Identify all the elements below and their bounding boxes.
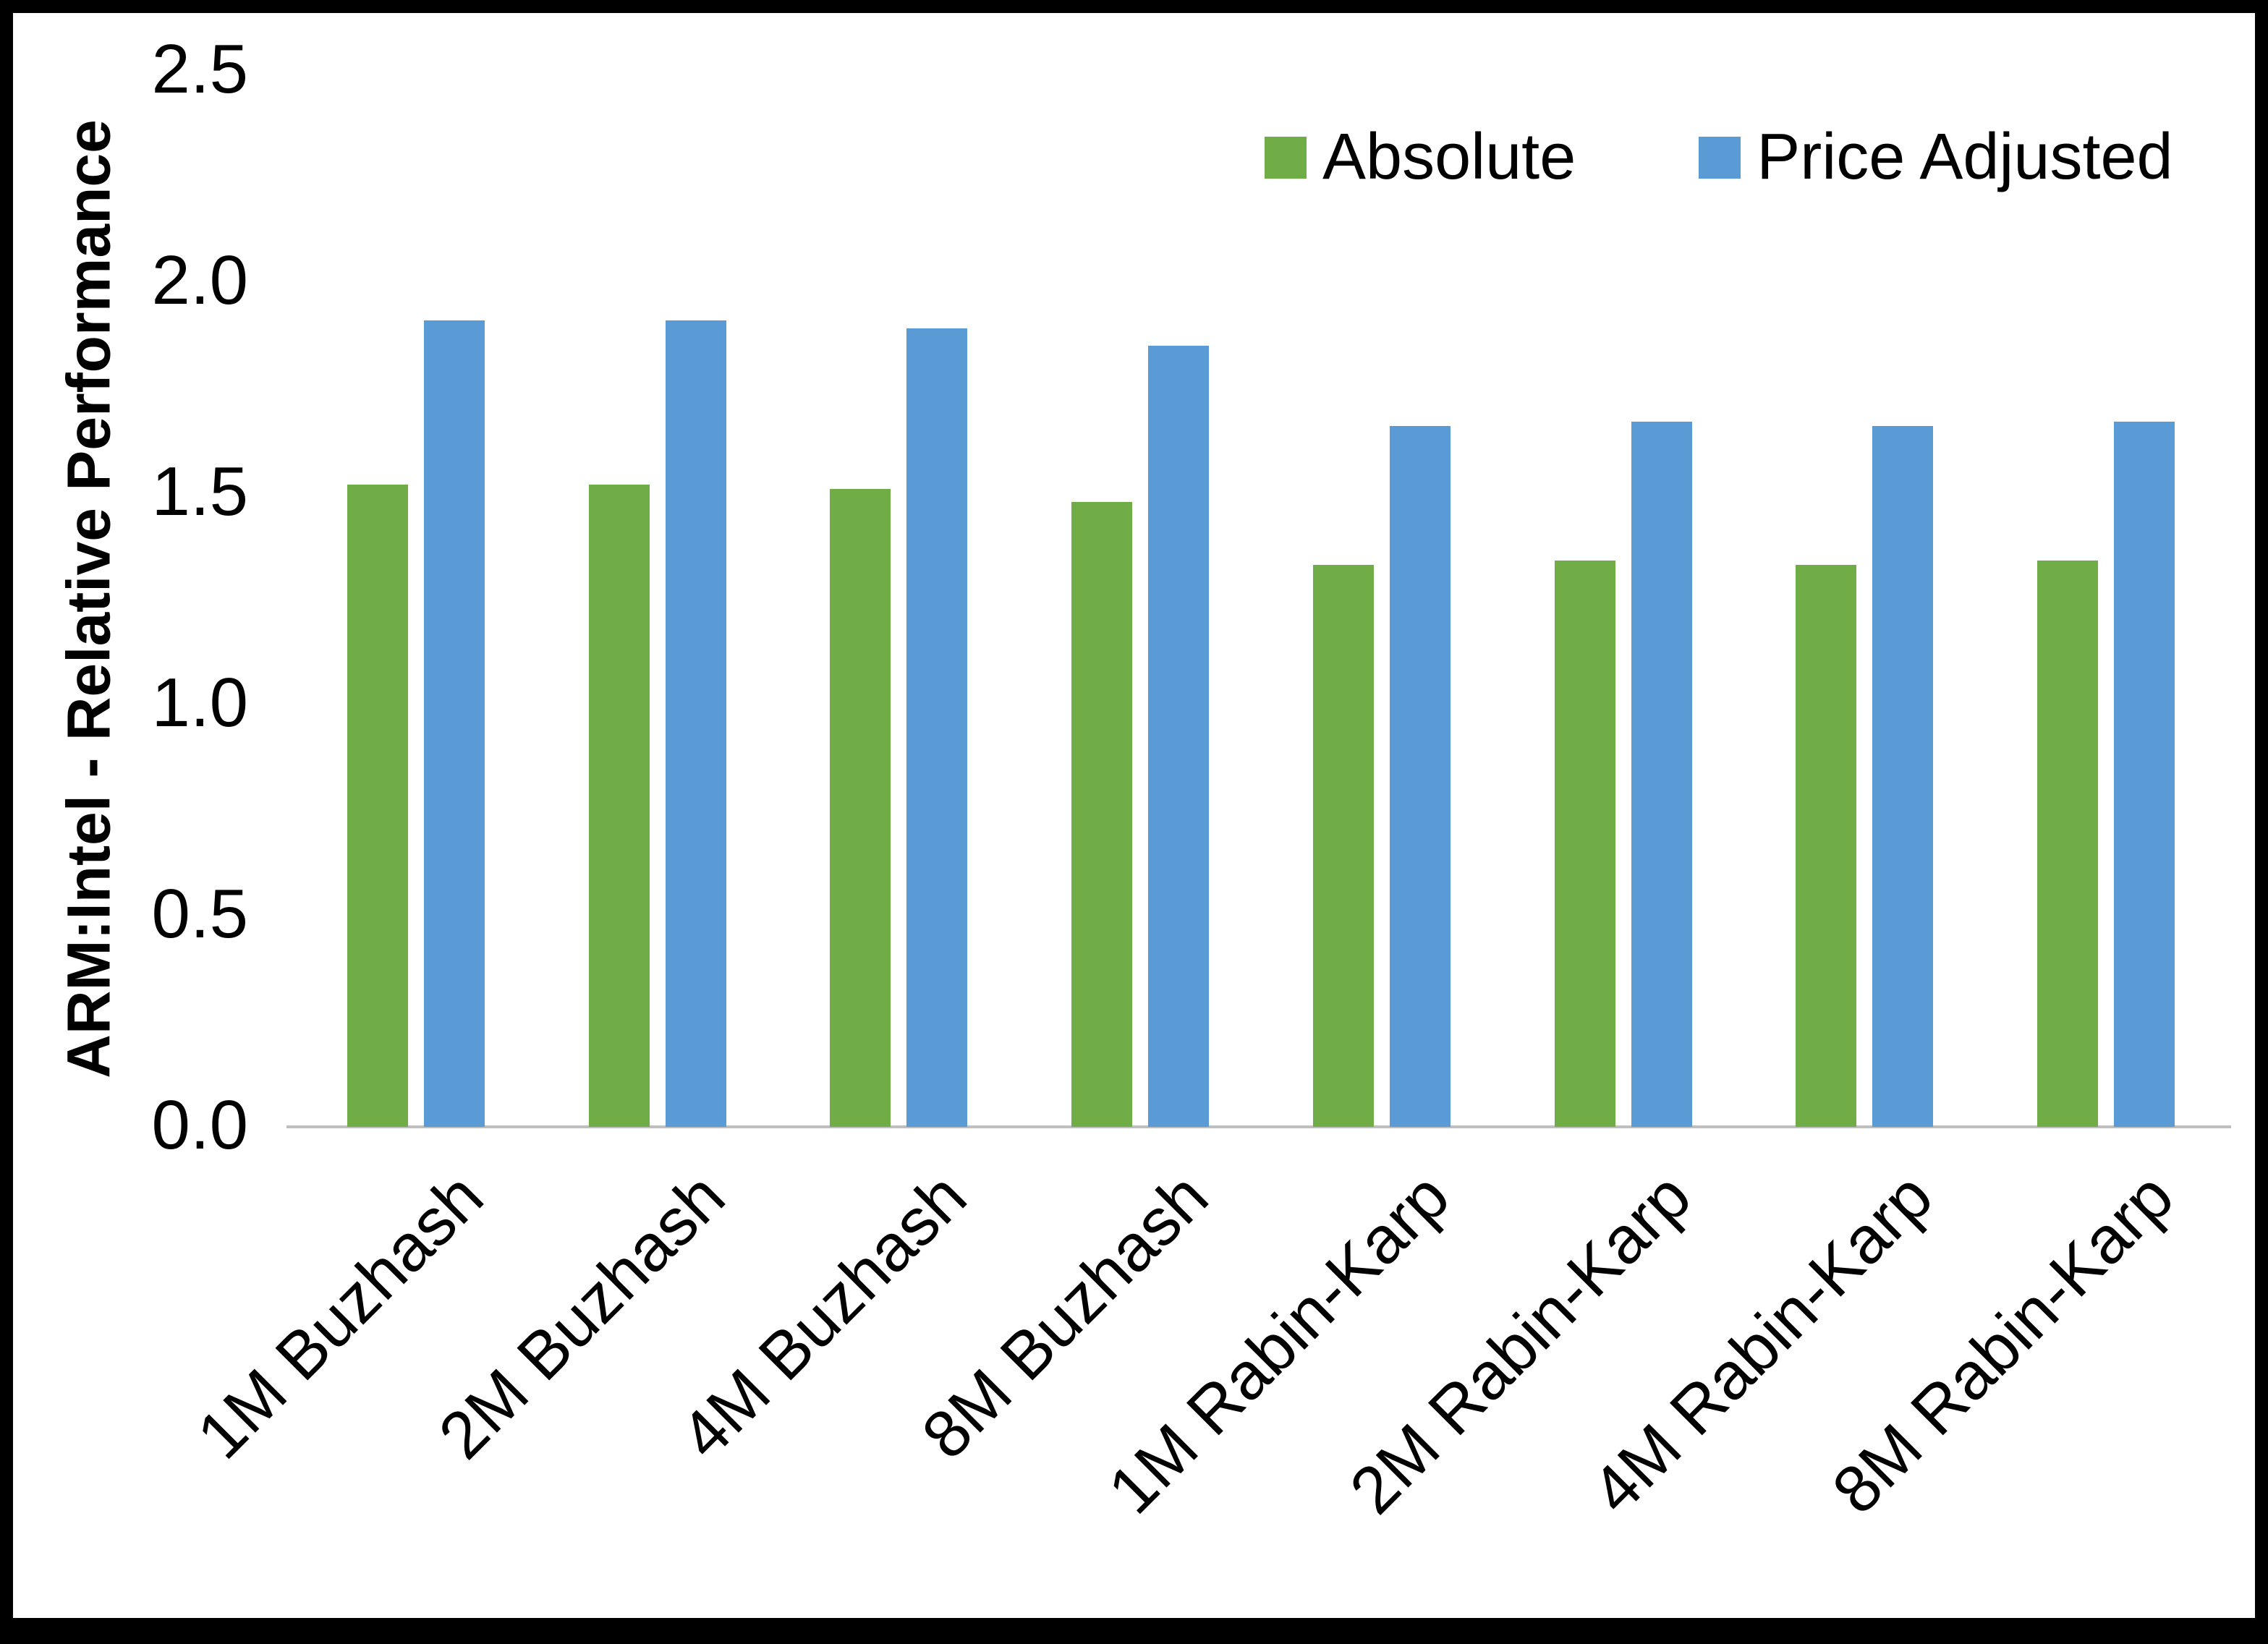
legend-item-price-adjusted: Price Adjusted [1699, 120, 2173, 195]
y-tick-label-1-5: 1.5 [151, 452, 248, 530]
bar-absolute-4m-buzhash [830, 489, 891, 1127]
bar-group-1m-rabin-karp [1261, 425, 1503, 1127]
legend-swatch-icon-absolute [1265, 136, 1307, 179]
bar-absolute-2m-buzhash [588, 485, 650, 1127]
bar-absolute-4m-rabin-karp [1796, 565, 1857, 1127]
bar-price-adjusted-8m-buzhash [1148, 345, 1210, 1127]
y-tick-label-2-5: 2.5 [151, 30, 248, 108]
bar-price-adjusted-8m-rabin-karp [2114, 421, 2175, 1127]
bar-group-2m-rabin-karp [1503, 421, 1744, 1127]
legend: Absolute Price Adjusted [1265, 120, 2173, 195]
bar-price-adjusted-1m-rabin-karp [1389, 425, 1451, 1127]
legend-label-price-adjusted: Price Adjusted [1757, 121, 2173, 193]
bar-absolute-2m-rabin-karp [1554, 561, 1615, 1127]
y-tick-label-2-0: 2.0 [151, 241, 248, 319]
bar-group-4m-rabin-karp [1744, 425, 1986, 1127]
bar-group-8m-buzhash [1019, 345, 1261, 1127]
bar-absolute-1m-rabin-karp [1312, 565, 1374, 1127]
y-axis-tick-labels: 0.0 0.5 1.0 1.5 2.0 2.5 [93, 30, 248, 1164]
legend-item-absolute: Absolute [1265, 120, 1576, 195]
legend-label-absolute: Absolute [1322, 121, 1576, 193]
bar-price-adjusted-1m-buzhash [423, 320, 485, 1127]
bar-group-2m-buzhash [537, 320, 778, 1127]
bar-price-adjusted-4m-rabin-karp [1872, 425, 1934, 1127]
bar-price-adjusted-4m-buzhash [906, 328, 968, 1127]
bar-absolute-8m-rabin-karp [2037, 561, 2099, 1127]
plot-area: Absolute Price Adjusted [286, 71, 2231, 1128]
bar-price-adjusted-2m-buzhash [665, 320, 726, 1127]
bar-group-4m-buzhash [778, 328, 1020, 1127]
y-tick-label-0-0: 0.0 [151, 1086, 248, 1164]
bar-price-adjusted-2m-rabin-karp [1631, 421, 1692, 1127]
bar-group-1m-buzhash [295, 320, 537, 1127]
y-tick-label-0-5: 0.5 [151, 874, 248, 953]
bar-group-8m-rabin-karp [1985, 421, 2227, 1127]
x-axis-labels: 1M Buzhash 2M Buzhash 4M Buzhash 8M Buzhash… [13, 1141, 2268, 1611]
y-tick-label-1-0: 1.0 [151, 663, 248, 741]
bar-absolute-1m-buzhash [347, 485, 408, 1127]
bar-absolute-8m-buzhash [1071, 501, 1133, 1127]
legend-swatch-icon-price-adjusted [1699, 136, 1741, 179]
x-axis-line [286, 1125, 2231, 1128]
